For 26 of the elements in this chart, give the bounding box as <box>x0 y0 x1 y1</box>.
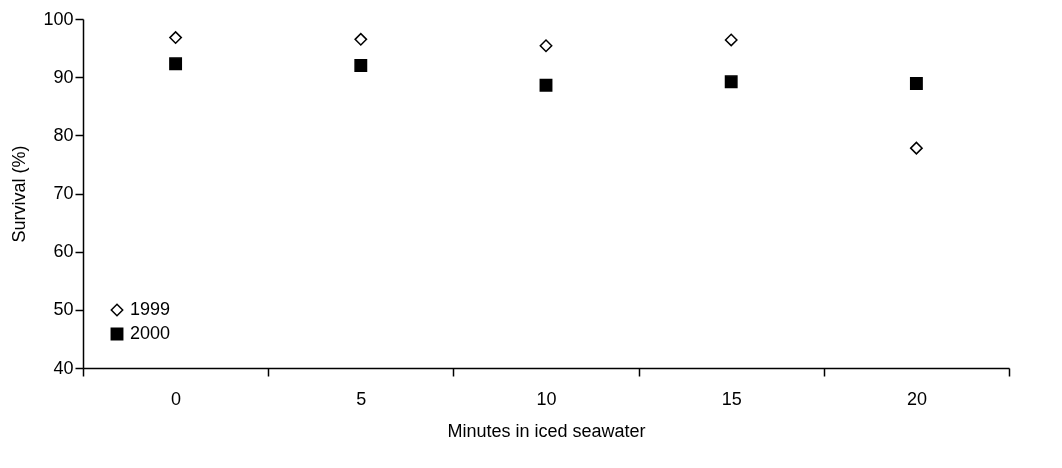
point <box>539 78 553 92</box>
point <box>354 59 368 72</box>
y-tick-label: 60 <box>53 241 74 262</box>
point <box>354 32 368 46</box>
y-tick-label: 100 <box>43 8 74 29</box>
y-tick-label: 50 <box>53 299 74 320</box>
x-tick-label: 10 <box>536 388 557 409</box>
y-tick-label: 80 <box>53 124 74 145</box>
legend-label: 2000 <box>130 323 171 343</box>
x-axis-title: Minutes in iced seawater <box>447 420 646 441</box>
x-tick-label: 20 <box>906 388 927 409</box>
x-tick-label: 0 <box>171 388 182 409</box>
x-tick-label: 15 <box>721 388 742 409</box>
point <box>909 77 923 91</box>
y-tick-label: 70 <box>53 183 74 203</box>
y-axis-title: Survival (%) <box>9 145 30 243</box>
y-tick-label: 90 <box>53 66 74 87</box>
point <box>539 39 553 53</box>
y-tick-label: 40 <box>53 357 74 378</box>
point <box>909 141 923 155</box>
point <box>724 33 738 47</box>
legend-label: 1999 <box>130 299 171 319</box>
point <box>169 57 183 71</box>
x-tick-label: 5 <box>356 388 367 409</box>
point <box>169 31 183 45</box>
point <box>724 75 738 89</box>
